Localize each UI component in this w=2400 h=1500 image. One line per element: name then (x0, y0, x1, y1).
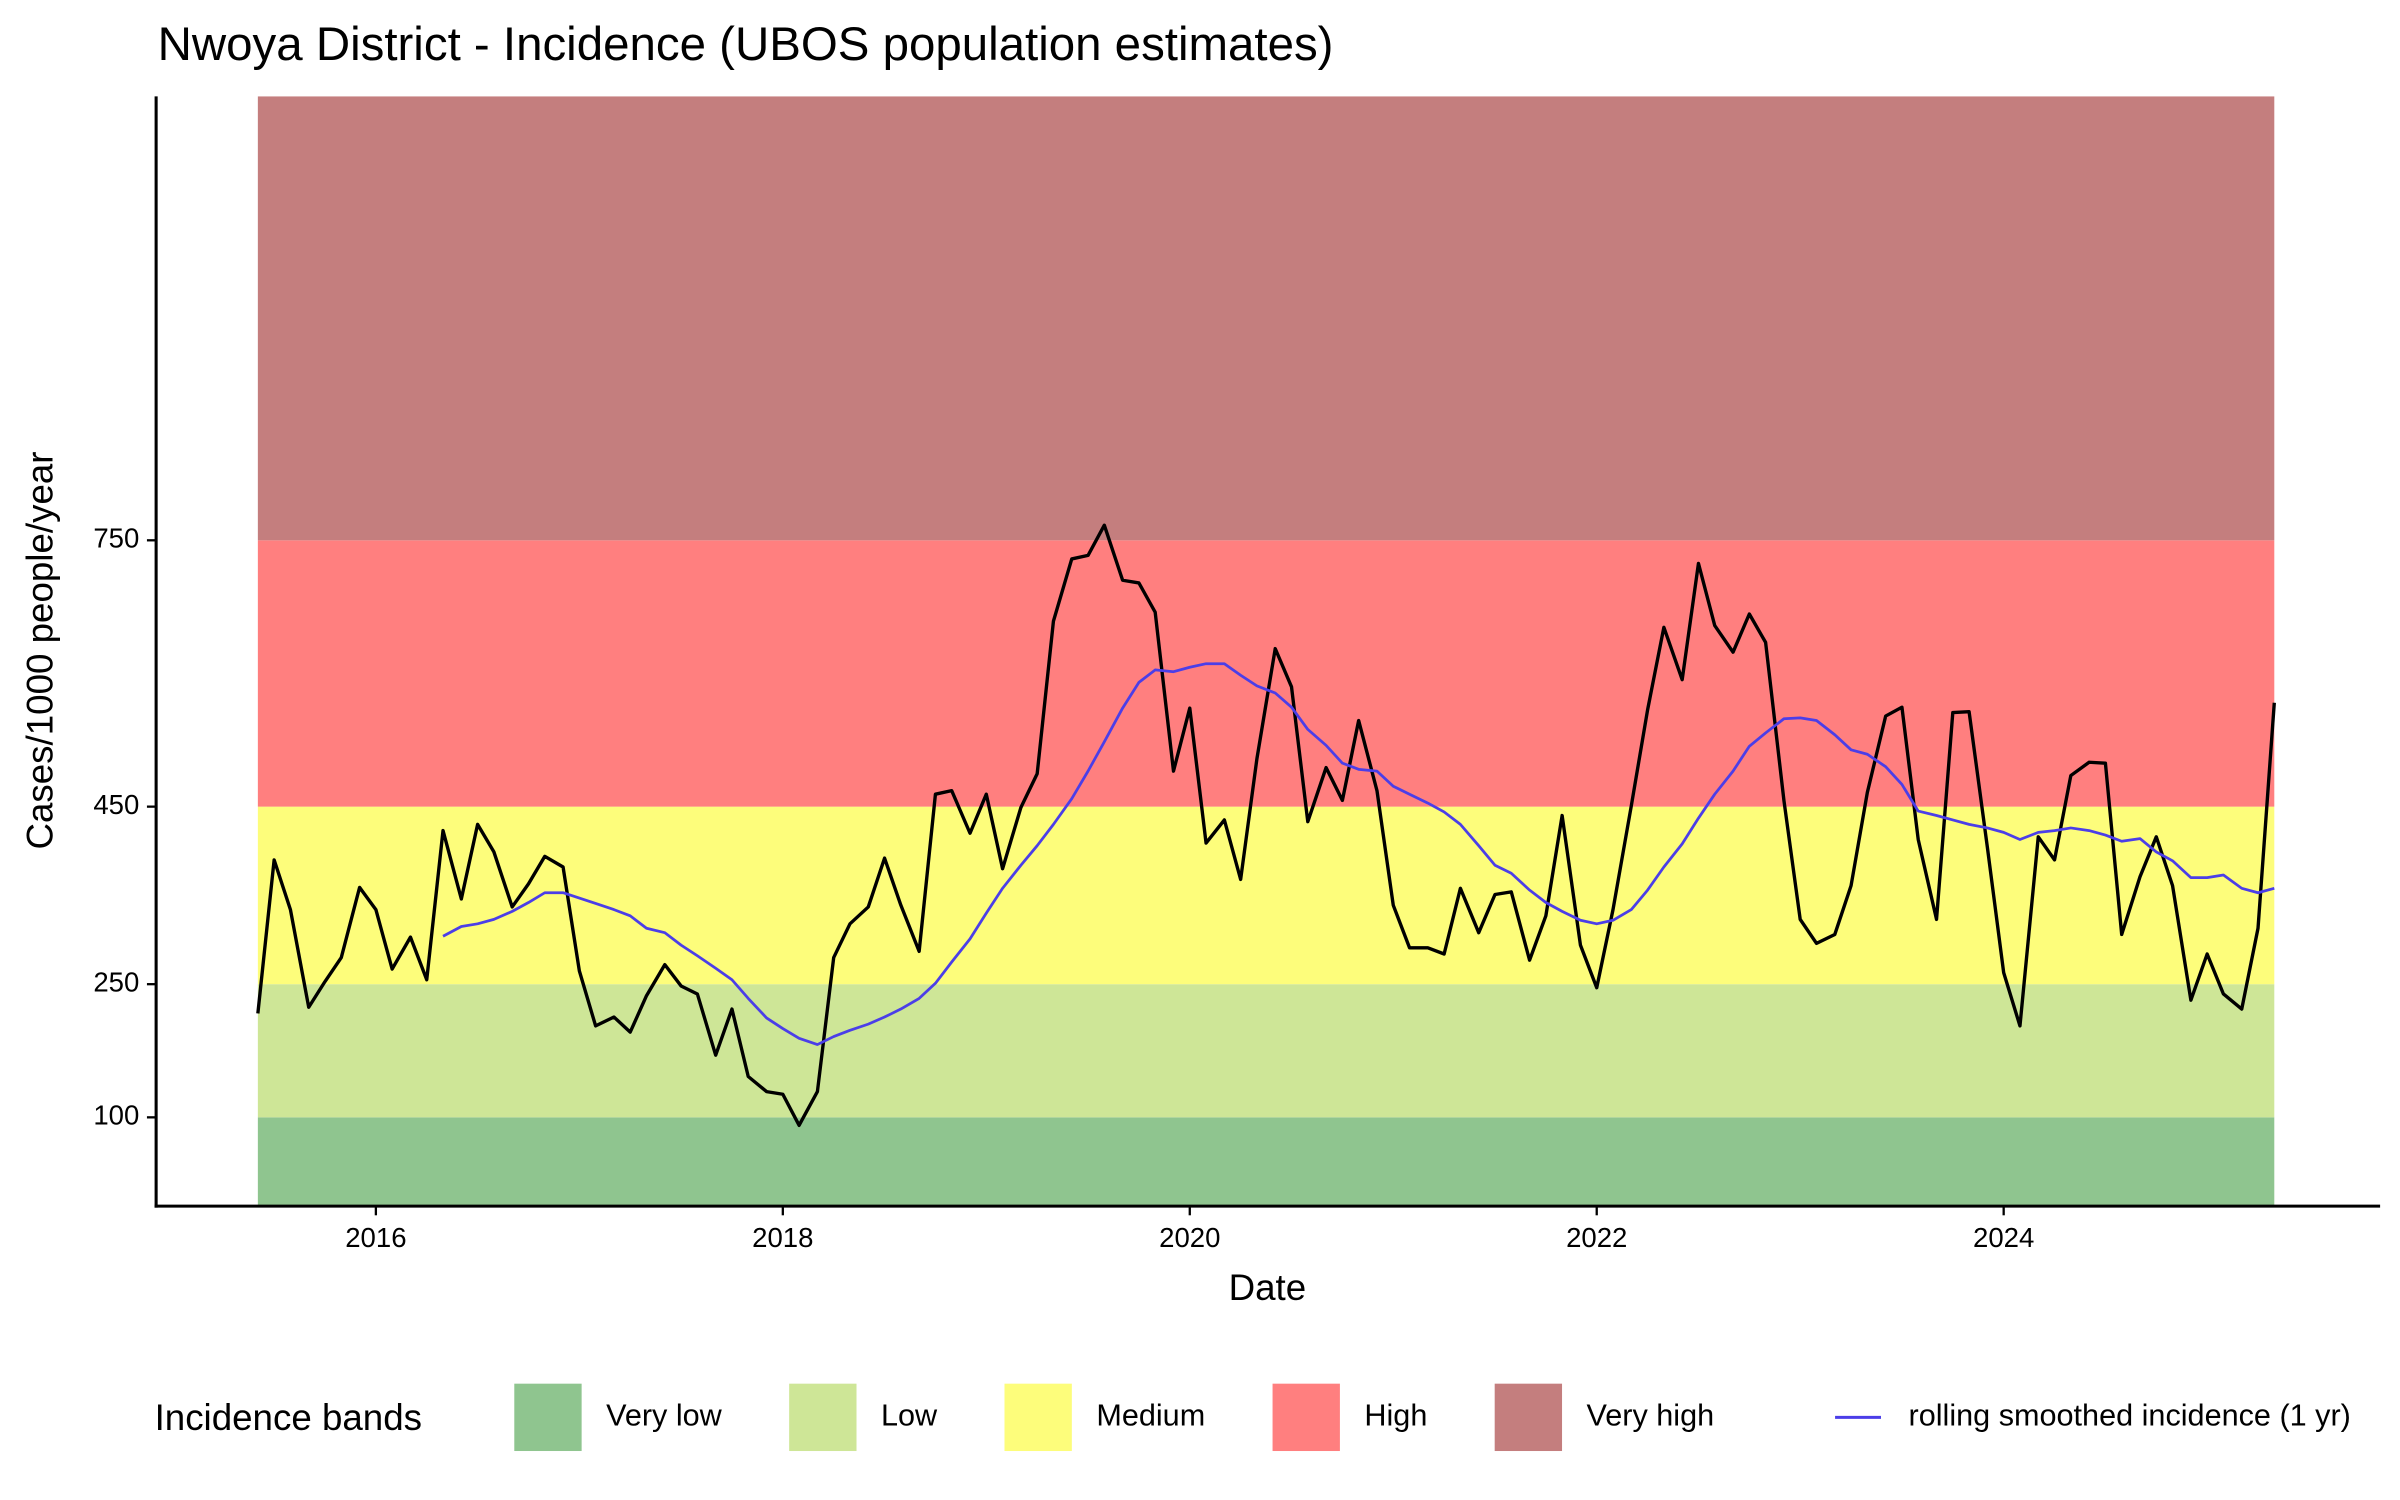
y-tick-label: 250 (93, 966, 139, 997)
y-axis-label: Cases/1000 people/year (20, 451, 61, 849)
legend-label: Low (881, 1398, 938, 1432)
chart-title: Nwoya District - Incidence (UBOS populat… (158, 18, 1334, 71)
y-tick-label: 750 (93, 523, 139, 554)
x-tick-label: 2024 (1973, 1222, 2034, 1253)
legend-swatch (1004, 1383, 1072, 1452)
legend-swatch (789, 1383, 857, 1452)
y-tick-label: 100 (93, 1100, 139, 1131)
band (257, 806, 2275, 985)
x-tick-label: 2022 (1566, 1222, 1627, 1253)
legend-label: Medium (1096, 1398, 1205, 1432)
legend-title: Incidence bands (155, 1397, 422, 1438)
x-tick-label: 2018 (752, 1222, 813, 1253)
band (257, 984, 2275, 1118)
x-tick-label: 2016 (345, 1222, 406, 1253)
legend-label: Very high (1587, 1398, 1715, 1432)
legend-swatch (1494, 1383, 1563, 1452)
legend-swatch (1272, 1383, 1340, 1452)
legend-swatch (514, 1383, 582, 1452)
x-tick-label: 2020 (1159, 1222, 1220, 1253)
legend-label: High (1364, 1398, 1427, 1432)
legend-label: Very low (606, 1398, 723, 1432)
y-tick-label: 450 (93, 789, 139, 820)
data-line (442, 662, 2275, 1046)
band (257, 96, 2275, 541)
band (257, 540, 2275, 807)
legend-label: rolling smoothed incidence (1 yr) (1909, 1398, 2351, 1432)
data-line (256, 523, 2276, 1128)
x-axis-label: Date (1229, 1267, 1307, 1308)
band (257, 1117, 2275, 1207)
